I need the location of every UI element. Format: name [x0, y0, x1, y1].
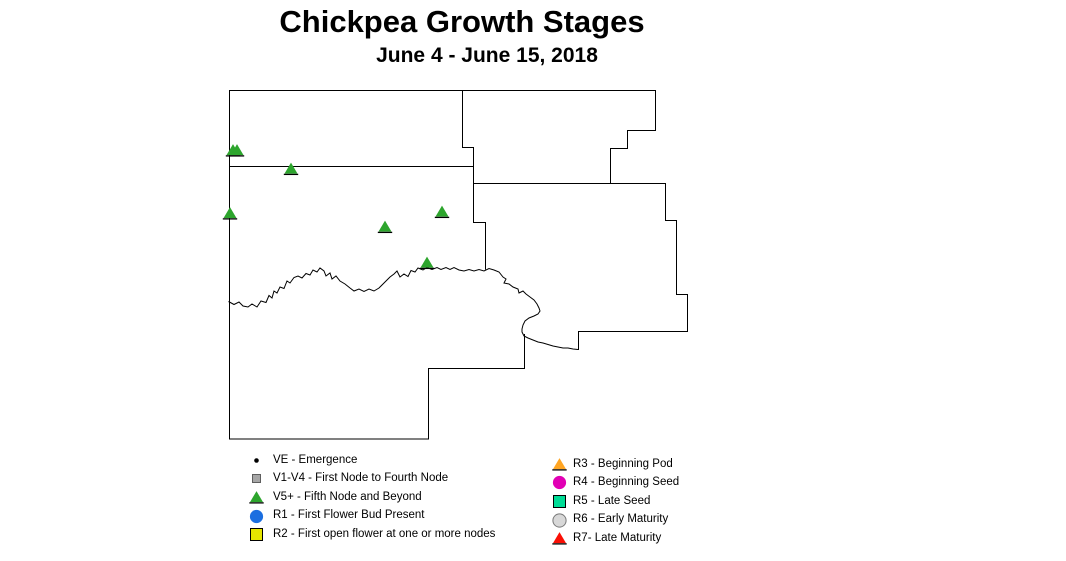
- legend-item-r3: R3 - Beginning Pod: [549, 455, 679, 474]
- legend-item-ve: VE - Emergence: [246, 451, 495, 470]
- legend-item-label: R2 - First open flower at one or more no…: [273, 527, 496, 540]
- dot-marker-icon: [254, 457, 259, 463]
- legend-item-label: R3 - Beginning Pod: [573, 457, 673, 470]
- circle-marker-icon: [552, 512, 567, 528]
- legend-right: R3 - Beginning Pod R4 - Beginning Seed R5 …: [549, 455, 679, 548]
- chart-title: Chickpea Growth Stages: [279, 4, 645, 39]
- square-marker-icon: [553, 494, 566, 508]
- legend-item-label: R1 - First Flower Bud Present: [273, 509, 425, 522]
- legend-item-v5: V5+ - Fifth Node and Beyond: [246, 488, 495, 507]
- map-point-v5: [434, 205, 450, 219]
- county-boundary-0: [229, 90, 688, 440]
- legend-item-label: R5 - Late Seed: [573, 494, 651, 507]
- legend-item-label: R4 - Beginning Seed: [573, 476, 680, 489]
- triangle-marker-icon: [552, 532, 567, 545]
- legend-item-label: R6 - Early Maturity: [573, 513, 669, 526]
- legend-item-label: R7- Late Maturity: [573, 531, 662, 544]
- legend-item-r7: R7- Late Maturity: [549, 529, 679, 548]
- map-point-v5: [283, 162, 299, 176]
- legend-item-r2: R2 - First open flower at one or more no…: [246, 525, 495, 544]
- legend-item-label: V5+ - Fifth Node and Beyond: [273, 490, 422, 503]
- map-point-v5: [377, 220, 393, 234]
- legend-left: VE - Emergence V1-V4 - First Node to Four…: [246, 451, 495, 544]
- square-marker-icon: [250, 528, 263, 542]
- map-point-v5: [229, 144, 245, 157]
- triangle-marker-icon: [249, 491, 264, 504]
- legend-item-r5: R5 - Late Seed: [549, 492, 679, 511]
- legend-item-r4: R4 - Beginning Seed: [549, 474, 679, 493]
- legend-item-label: VE - Emergence: [273, 453, 358, 466]
- triangle-marker-icon: [552, 457, 567, 471]
- legend-item-v1v4: V1-V4 - First Node to Fourth Node: [246, 470, 495, 489]
- river-line: [228, 266, 579, 350]
- growth-stage-points: [222, 144, 450, 270]
- county-boundary-lines: [229, 90, 688, 440]
- legend-item-label: V1-V4 - First Node to Fourth Node: [273, 472, 449, 485]
- map-point-v5: [222, 207, 238, 220]
- legend-item-r6: R6 - Early Maturity: [549, 511, 679, 530]
- missouri-river-path: [228, 266, 579, 350]
- square-small-marker-icon: [252, 474, 261, 484]
- circle-marker-icon: [249, 509, 264, 523]
- map-point-v5: [419, 256, 435, 270]
- chart-subtitle: June 4 - June 15, 2018: [376, 44, 598, 67]
- circle-marker-icon: [552, 476, 567, 490]
- legend-item-r1: R1 - First Flower Bud Present: [246, 507, 495, 526]
- county-boundary-2: [462, 90, 486, 270]
